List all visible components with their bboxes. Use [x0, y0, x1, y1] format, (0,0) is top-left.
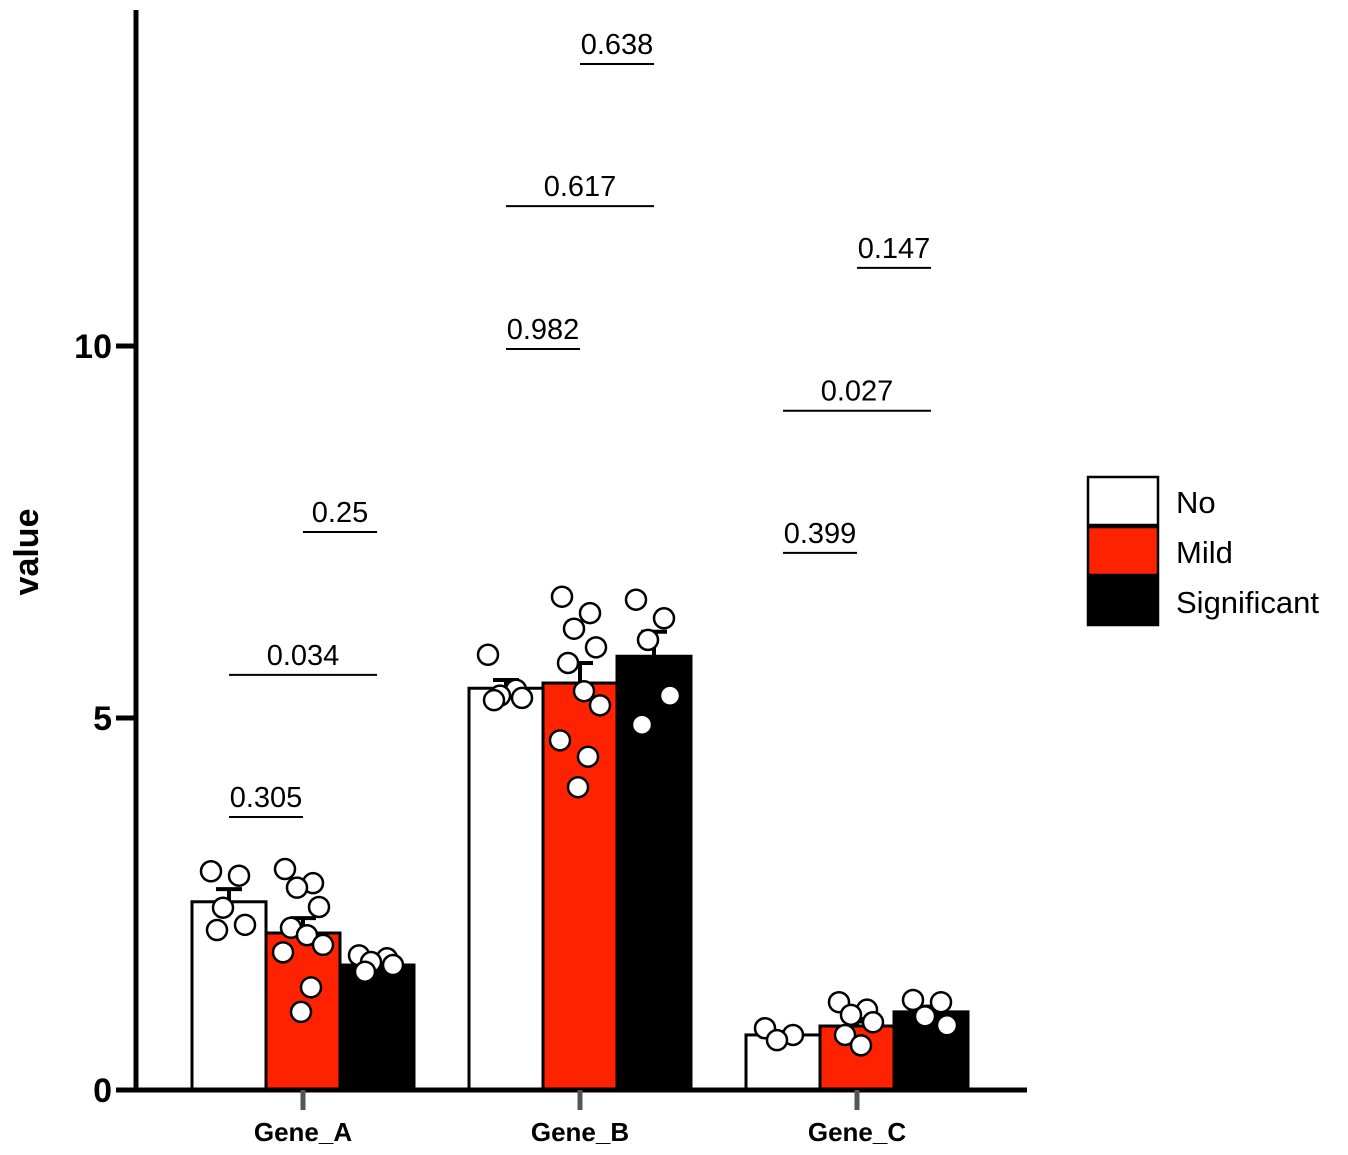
data-point — [901, 988, 925, 1012]
data-point — [584, 636, 608, 659]
bar-significant-gene_a — [338, 963, 416, 1092]
data-point — [849, 1034, 873, 1057]
data-point — [833, 1023, 857, 1047]
data-point — [289, 1000, 313, 1024]
y-tick-label: 0 — [93, 1072, 112, 1110]
p-value-label: 0.982 — [507, 314, 580, 346]
data-point — [295, 923, 319, 947]
data-point — [588, 694, 612, 717]
legend-swatch-mild — [1086, 525, 1160, 577]
bar-significant-gene_b — [615, 654, 693, 1092]
data-point — [658, 684, 682, 707]
data-point — [211, 896, 235, 919]
p-value-label: 0.399 — [784, 518, 857, 550]
data-point — [199, 860, 223, 883]
data-point — [271, 941, 295, 964]
y-tick-label: 5 — [93, 700, 112, 738]
p-value-label: 0.034 — [267, 640, 340, 672]
p-value-label: 0.027 — [821, 376, 894, 408]
p-value-label: 0.638 — [581, 29, 654, 61]
x-tick-label: Gene_A — [254, 1117, 352, 1147]
y-axis-label: value — [8, 509, 46, 596]
data-point — [227, 864, 251, 887]
y-tick-label: 10 — [74, 328, 112, 366]
data-point — [510, 686, 534, 710]
data-point — [233, 913, 257, 937]
data-point — [630, 713, 654, 736]
data-point — [299, 976, 323, 999]
data-point — [576, 745, 600, 768]
data-point — [285, 876, 309, 899]
p-value-label: 0.617 — [544, 171, 617, 203]
data-point — [624, 588, 648, 611]
data-point — [482, 688, 506, 712]
data-point — [839, 1003, 863, 1027]
data-point — [935, 1014, 959, 1037]
legend-swatch-significant — [1086, 575, 1160, 627]
data-point — [562, 617, 586, 640]
bar-no-gene_a — [190, 900, 268, 1092]
data-point — [636, 628, 660, 652]
legend-swatch-no — [1086, 475, 1160, 527]
data-point — [861, 1011, 885, 1034]
data-point — [765, 1028, 789, 1052]
data-point — [550, 585, 574, 608]
data-point — [548, 729, 572, 752]
legend-label-mild: Mild — [1176, 535, 1233, 570]
p-value-label: 0.25 — [312, 497, 368, 529]
data-point — [566, 775, 590, 799]
data-point — [578, 601, 602, 625]
data-point — [205, 918, 229, 942]
x-tick-label: Gene_C — [808, 1117, 906, 1147]
p-value-label: 0.305 — [230, 782, 303, 814]
data-point — [273, 857, 297, 881]
legend-label-significant: Significant — [1176, 585, 1319, 620]
data-point — [353, 960, 377, 983]
data-point — [929, 990, 953, 1014]
legend-label-no: No — [1176, 485, 1216, 520]
bar-no-gene_b — [467, 686, 545, 1092]
x-tick-label: Gene_B — [531, 1117, 629, 1147]
data-point — [652, 607, 676, 630]
data-point — [572, 679, 596, 703]
data-point — [476, 643, 500, 667]
data-point — [381, 953, 405, 977]
data-point — [556, 651, 580, 675]
data-point — [913, 1005, 937, 1028]
data-point — [307, 895, 331, 919]
data-point — [311, 933, 335, 957]
p-value-label: 0.147 — [858, 233, 931, 265]
legend: No Mild Significant — [1086, 475, 1319, 627]
